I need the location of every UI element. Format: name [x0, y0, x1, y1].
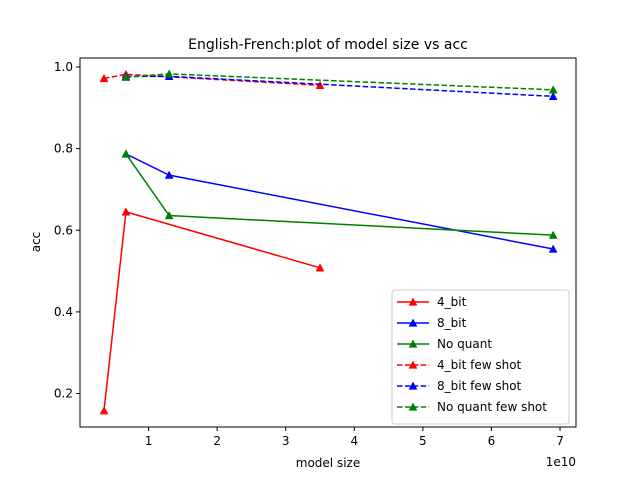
series-no-quant-few-shot [121, 69, 558, 94]
legend-box [391, 289, 570, 425]
x-tick-label: 1 [145, 434, 153, 448]
x-tick-label: 5 [419, 434, 427, 448]
legend-label: 8_bit few shot [437, 379, 522, 393]
data-point [315, 80, 325, 89]
legend-label: 8_bit [437, 316, 467, 330]
x-tick-label: 2 [213, 434, 221, 448]
legend-marker [408, 402, 418, 411]
legend: 4_bit 8_bit No quant 4_bit few shot 8_bit fe… [391, 289, 570, 425]
y-tick-label: 0.6 [54, 223, 73, 237]
series-no-quant [121, 149, 558, 239]
series-4-bit [99, 207, 325, 415]
legend-label: 4_bit [437, 295, 467, 309]
y-tick-label: 1.0 [54, 60, 73, 74]
legend-item: 4_bit [397, 295, 467, 309]
legend-marker [408, 339, 418, 348]
chart-title: English-French:plot of model size vs acc [188, 37, 468, 53]
x-offset-label: 1e10 [546, 455, 576, 469]
axes-frame [79, 57, 577, 428]
legend-item: No quant [397, 337, 492, 351]
data-point [164, 69, 174, 78]
y-tick-label: 0.4 [54, 305, 73, 319]
data-point [121, 207, 131, 216]
y-axis-label: acc [29, 232, 43, 253]
data-point [164, 211, 174, 220]
x-tick-label: 6 [488, 434, 496, 448]
y-tick-label: 0.8 [54, 142, 73, 156]
data-point [315, 263, 325, 272]
data-point [164, 170, 174, 179]
legend-label: 4_bit few shot [437, 358, 522, 372]
data-point [99, 73, 109, 83]
data-point [121, 72, 131, 81]
data-point [548, 230, 558, 239]
legend-item: 4_bit few shot [397, 358, 522, 372]
series-line [103, 73, 321, 87]
legend-marker [408, 318, 418, 327]
x-tick-label: 3 [282, 434, 290, 448]
legend-marker [408, 360, 418, 369]
data-point [121, 149, 131, 158]
legend-item: 8_bit [397, 316, 467, 330]
data-point [99, 406, 109, 415]
legend-label: No quant few shot [437, 400, 547, 414]
plot-area [99, 69, 558, 415]
legend-item: No quant few shot [397, 400, 547, 414]
x-tick-label: 7 [556, 434, 564, 448]
legend-marker [408, 297, 418, 306]
data-point [548, 85, 558, 94]
data-point [548, 244, 558, 253]
axes: 1 2 3 4 5 6 7 0.2 0.4 0.6 0.8 1.0 [54, 60, 564, 448]
legend-item: 8_bit few shot [397, 379, 522, 393]
legend-label: No quant [437, 337, 492, 351]
x-tick-label: 4 [350, 434, 358, 448]
x-axis-label: model size [296, 456, 360, 470]
legend-marker [408, 381, 418, 390]
data-point [548, 91, 558, 101]
y-tick-label: 0.2 [54, 387, 73, 401]
